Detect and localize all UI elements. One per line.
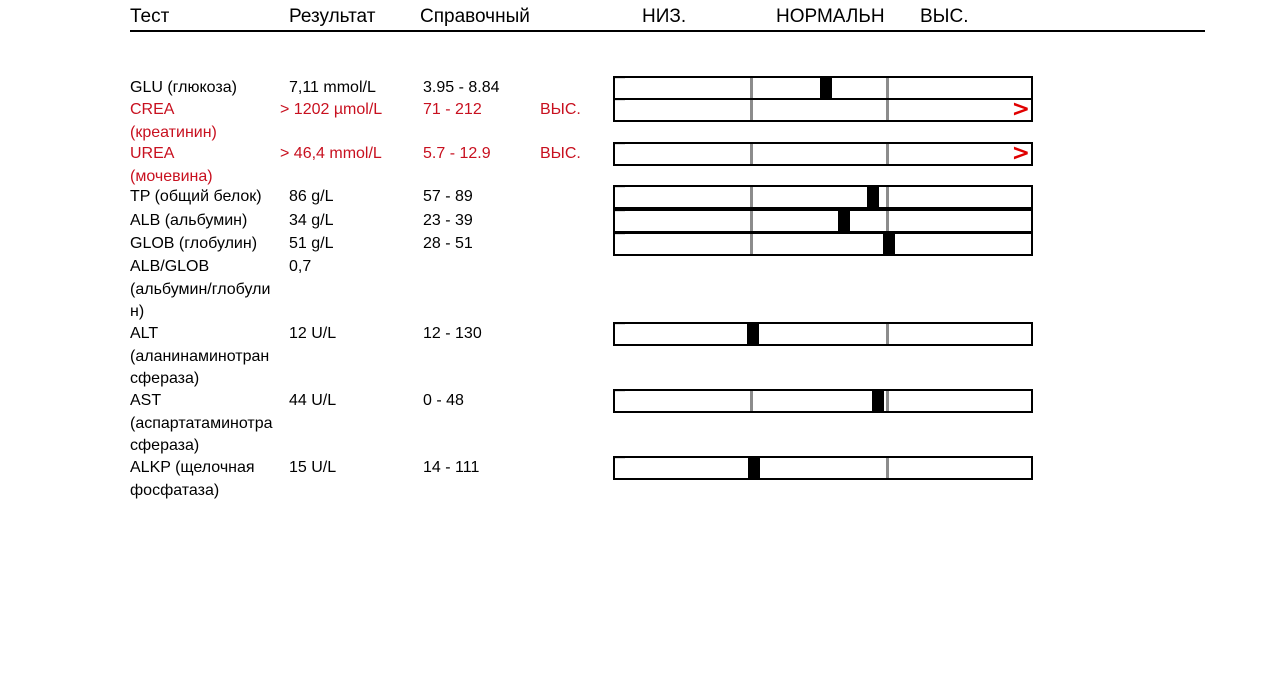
range-tick — [886, 144, 889, 164]
result-value: > 1202 µmol/L — [280, 101, 383, 118]
bar-corner-mark — [615, 144, 625, 148]
test-name-line: фосфатаза) — [130, 481, 220, 499]
test-name-line: (мочевина) — [130, 167, 213, 185]
test-name: UREA (мочевина) — [130, 143, 213, 188]
test-name-line: CREA — [130, 101, 175, 118]
above-range-arrow-icon: > — [1011, 141, 1030, 166]
range-tick — [886, 187, 889, 207]
test-name-line: GLOB (глобулин) — [130, 235, 258, 252]
result-value: 51 g/L — [289, 235, 334, 252]
reference-range: 12 - 130 — [423, 325, 482, 342]
header-reference: Справочный — [420, 6, 530, 27]
test-name-line: (креатинин) — [130, 123, 217, 141]
test-name-line: GLU (глюкоза) — [130, 79, 237, 96]
test-name: GLU (глюкоза) — [130, 77, 237, 100]
result-value: 15 U/L — [289, 459, 337, 476]
header-test: Тест — [130, 6, 170, 27]
range-tick — [750, 100, 753, 120]
value-marker — [747, 324, 759, 344]
test-name-line: ALB/GLOB — [130, 258, 210, 275]
value-marker — [872, 391, 884, 411]
header-high: ВЫС. — [920, 6, 969, 27]
range-bar — [613, 232, 1033, 256]
reference-range: 5.7 - 12.9 — [423, 145, 491, 162]
result-value: 12 U/L — [289, 325, 337, 342]
range-bar: > — [613, 142, 1033, 166]
header-low: НИЗ. — [642, 6, 687, 27]
header-result: Результат — [289, 6, 376, 27]
value-marker — [820, 78, 832, 98]
bar-corner-mark — [615, 391, 625, 395]
reference-range: 71 - 212 — [423, 101, 482, 118]
range-bar: > — [613, 98, 1033, 122]
reference-range: 23 - 39 — [423, 212, 473, 229]
result-value: 86 g/L — [289, 188, 334, 205]
test-name: ALB (альбумин) — [130, 210, 247, 233]
test-name-line: AST — [130, 392, 162, 409]
test-name-line: (аспартатаминотра — [130, 414, 273, 432]
test-name: ALKP (щелочная фосфатаза) — [130, 457, 255, 502]
range-tick — [886, 324, 889, 344]
value-marker — [867, 187, 879, 207]
test-name-line: UREA — [130, 145, 175, 162]
reference-range: 0 - 48 — [423, 392, 464, 409]
test-name-line: ALKP (щелочная — [130, 459, 255, 476]
range-tick — [886, 391, 889, 411]
bar-corner-mark — [615, 458, 625, 462]
result-value: 34 g/L — [289, 212, 334, 229]
test-name-line: ALT — [130, 325, 159, 342]
flag-high: ВЫС. — [540, 101, 581, 118]
value-marker — [883, 234, 895, 254]
result-value: 0,7 — [289, 258, 312, 275]
range-bar — [613, 209, 1033, 233]
result-value: 7,11 mmol/L — [289, 79, 376, 96]
test-name-line: н) — [130, 303, 145, 320]
flag-high: ВЫС. — [540, 145, 581, 162]
test-name-line: (аланинаминотран — [130, 347, 270, 365]
range-tick — [750, 211, 753, 231]
range-tick — [886, 100, 889, 120]
test-name-line: ALB (альбумин) — [130, 212, 248, 229]
above-range-arrow-icon: > — [1011, 97, 1030, 122]
bar-corner-mark — [615, 211, 625, 215]
test-name: CREA (креатинин) — [130, 99, 217, 144]
range-tick — [750, 234, 753, 254]
test-name: ALT (аланинаминотран сфераза) — [130, 323, 269, 391]
bar-corner-mark — [615, 78, 625, 82]
test-name-line: TP (общий белок) — [130, 188, 262, 205]
bar-corner-mark — [615, 100, 625, 104]
reference-range: 28 - 51 — [423, 235, 473, 252]
range-bar — [613, 185, 1033, 209]
header-normal: НОРМАЛЬН — [776, 6, 885, 27]
test-name-line: сфераза) — [130, 437, 200, 454]
range-tick — [886, 211, 889, 231]
reference-range: 3.95 - 8.84 — [423, 79, 500, 96]
range-tick — [886, 458, 889, 478]
test-name: TP (общий белок) — [130, 186, 262, 209]
result-value: 44 U/L — [289, 392, 337, 409]
range-bar — [613, 322, 1033, 346]
header-divider — [130, 30, 1205, 32]
test-name: GLOB (глобулин) — [130, 233, 257, 256]
value-marker — [748, 458, 760, 478]
test-name-line: сфераза) — [130, 370, 200, 387]
bar-corner-mark — [615, 187, 625, 191]
range-tick — [750, 187, 753, 207]
range-bar — [613, 76, 1033, 100]
result-value: > 46,4 mmol/L — [280, 145, 382, 162]
range-tick — [750, 144, 753, 164]
test-name-line: (альбумин/глобули — [130, 280, 271, 298]
test-name: ALB/GLOB (альбумин/глобули н) — [130, 256, 270, 324]
range-tick — [750, 78, 753, 98]
range-tick — [886, 78, 889, 98]
reference-range: 14 - 111 — [423, 459, 480, 476]
bar-corner-mark — [615, 234, 625, 238]
range-bar — [613, 389, 1033, 413]
value-marker — [838, 211, 850, 231]
test-name: AST (аспартатаминотра сфераза) — [130, 390, 273, 458]
bar-corner-mark — [615, 324, 625, 328]
range-tick — [750, 391, 753, 411]
reference-range: 57 - 89 — [423, 188, 473, 205]
range-bar — [613, 456, 1033, 480]
